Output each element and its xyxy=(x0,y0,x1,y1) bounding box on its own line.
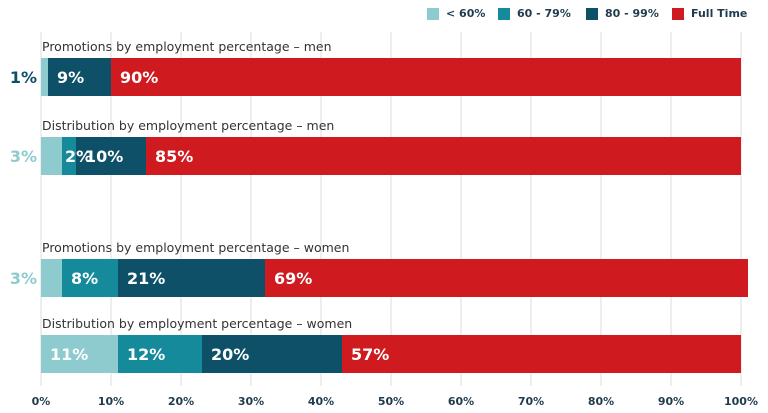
legend-item-full-time: Full Time xyxy=(672,7,747,20)
x-tick-label: 70% xyxy=(518,395,544,408)
legend-swatch-80-99 xyxy=(586,7,598,20)
bar-segment xyxy=(202,335,342,373)
bar-segment xyxy=(41,137,62,175)
data-label: 20% xyxy=(211,345,249,364)
legend-item-80-99: 80 - 99% xyxy=(586,7,659,20)
legend-item-under-60: < 60% xyxy=(427,7,485,20)
x-tick-label: 50% xyxy=(378,395,404,408)
data-label: 90% xyxy=(120,68,158,87)
x-tick-label: 100% xyxy=(724,395,758,408)
data-label: 69% xyxy=(274,269,312,288)
x-tick-label: 10% xyxy=(98,395,124,408)
bar-segment xyxy=(76,137,146,175)
bar-segment xyxy=(146,137,741,175)
data-label: 12% xyxy=(127,345,165,364)
bar-segment xyxy=(62,259,118,297)
bar-segment xyxy=(111,58,741,96)
bar-segment xyxy=(41,335,118,373)
bar-category-title: Promotions by employment percentage – me… xyxy=(42,39,332,54)
legend-swatch-60-79 xyxy=(498,7,510,20)
data-label: 3% xyxy=(10,269,37,288)
bar-segment xyxy=(118,259,265,297)
bar-category-title: Distribution by employment percentage – … xyxy=(42,316,352,331)
bar-category-title: Distribution by employment percentage – … xyxy=(42,118,334,133)
data-label: 8% xyxy=(71,269,98,288)
legend-item-60-79: 60 - 79% xyxy=(498,7,571,20)
legend-label-80-99: 80 - 99% xyxy=(605,7,659,20)
legend-swatch-full-time xyxy=(672,7,684,20)
data-label: 57% xyxy=(351,345,389,364)
data-label: 3% xyxy=(10,147,37,166)
x-tick-label: 0% xyxy=(32,395,51,408)
bar-segment xyxy=(48,58,111,96)
legend-swatch-under-60 xyxy=(427,7,439,20)
data-label: 85% xyxy=(155,147,193,166)
x-tick-label: 60% xyxy=(448,395,474,408)
legend-label-under-60: < 60% xyxy=(446,7,486,20)
bar-segment xyxy=(41,58,48,96)
bar-segment xyxy=(62,137,76,175)
data-label: 10% xyxy=(85,147,123,166)
legend-label-full-time: Full Time xyxy=(691,7,748,20)
data-label: 9% xyxy=(57,68,84,87)
data-label: 21% xyxy=(127,269,165,288)
data-label: 11% xyxy=(50,345,88,364)
bar-segment xyxy=(118,335,202,373)
x-tick-label: 80% xyxy=(588,395,614,408)
legend-label-60-79: 60 - 79% xyxy=(517,7,571,20)
bar-segment xyxy=(41,259,62,297)
bar-segment xyxy=(265,259,748,297)
bar-segment xyxy=(342,335,741,373)
bar-category-title: Promotions by employment percentage – wo… xyxy=(42,240,349,255)
chart-legend: < 60% 60 - 79% 80 - 99% Full Time xyxy=(0,7,768,25)
x-tick-label: 40% xyxy=(308,395,334,408)
data-label: 1% xyxy=(10,68,37,87)
data-label: 2% xyxy=(65,147,92,166)
x-tick-label: 90% xyxy=(658,395,684,408)
x-tick-label: 20% xyxy=(168,395,194,408)
x-tick-label: 30% xyxy=(238,395,264,408)
